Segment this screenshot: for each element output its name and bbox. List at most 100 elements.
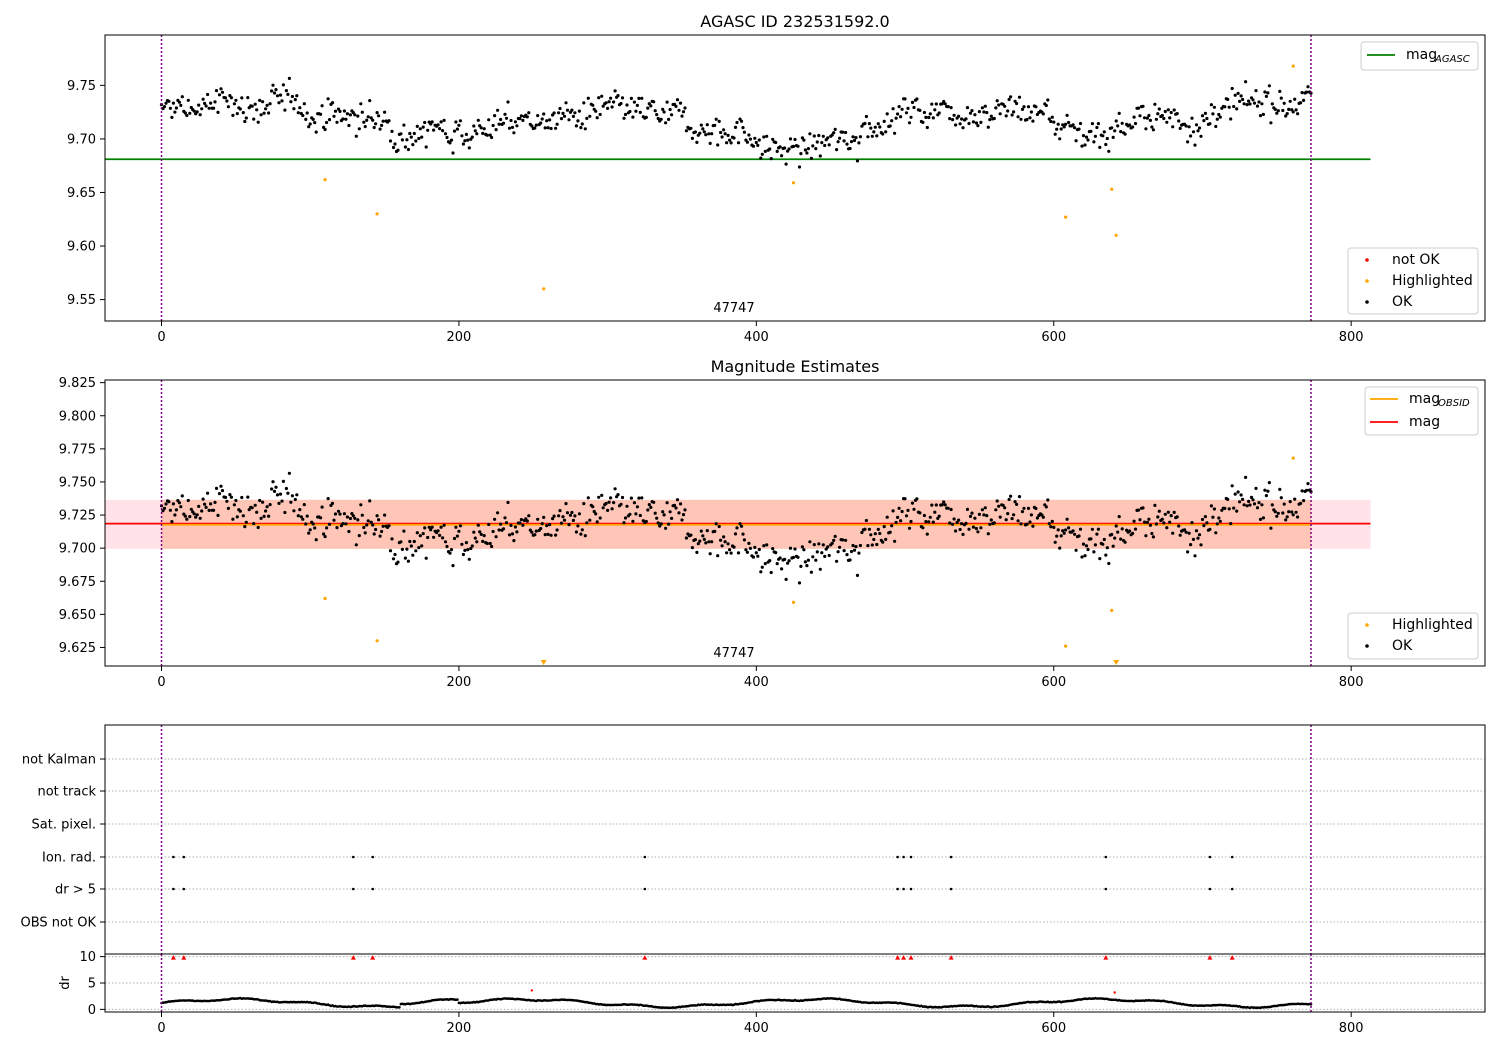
ok-point [289,500,293,504]
ok-point [610,507,614,511]
highlighted-point [1114,233,1118,237]
ok-point [893,539,897,543]
ok-point [533,126,537,130]
ok-point [733,532,738,536]
ok-point [332,518,336,522]
ok-point [951,118,955,122]
ok-point [348,516,352,521]
y-tick-label: 9.675 [59,575,96,590]
ok-point [866,135,870,139]
ok-point [594,512,598,516]
ok-point [1275,111,1279,115]
ok-point [1004,114,1008,118]
ok-point [1105,546,1109,550]
ok-point [1150,125,1154,129]
ok-point [335,526,339,530]
ok-point [598,112,602,117]
ok-point [1214,531,1218,535]
ok-point [261,100,265,104]
ok-point [1251,498,1255,502]
ok-point [472,530,476,534]
ok-point [1022,506,1026,510]
ok-point [665,501,669,505]
ok-point [201,97,205,101]
y-tick-label: 9.725 [59,509,96,524]
ok-point [164,502,168,506]
ok-point [381,119,385,123]
ok-point [1165,526,1169,530]
ok-point [729,551,733,555]
ok-point [1177,524,1181,528]
ok-point [869,533,873,537]
ok-point [507,533,512,537]
ok-point [595,520,599,524]
ok-point [240,495,244,500]
ok-point [698,539,702,543]
ok-point [1296,515,1300,519]
ok-point [946,506,950,510]
ok-point [860,530,864,535]
ok-point [168,508,172,512]
ok-point [888,124,892,128]
ok-point [445,135,449,140]
ok-point [708,552,712,556]
ok-point [192,109,196,113]
ok-point [1226,97,1230,101]
ok-point [866,544,870,548]
legend-marker-highlighted [1365,623,1369,627]
ok-point [325,526,329,530]
ok-point [1202,119,1206,123]
ok-point [580,122,584,126]
ok-point [1248,102,1252,106]
ok-point [467,557,471,561]
ok-point [662,110,666,114]
ok-point [485,133,489,137]
ok-point [287,471,291,475]
ok-point [855,159,860,163]
ok-point [1153,102,1157,106]
ok-point [852,548,857,552]
ok-point [1117,515,1121,519]
ok-point [1238,500,1242,504]
ok-point [748,546,753,551]
ok-point [994,106,998,110]
highlighted-point [375,639,379,643]
ok-point [1059,127,1063,131]
ok-point [612,100,616,104]
ok-point [348,113,352,117]
ok-point [968,514,973,519]
ok-point [540,522,544,526]
flag-label: OBS not OK [21,916,97,931]
ok-point [493,517,497,521]
ok-point [733,125,738,129]
ok-point [933,510,937,514]
ok-point [876,527,880,532]
ok-point [655,113,659,117]
ok-point [753,545,757,550]
ok-point [200,509,204,513]
ok-point [970,109,974,113]
ok-point [756,143,760,147]
legend-marker-not-ok [1365,258,1369,262]
ok-point [809,570,814,574]
ok-point [1029,110,1033,114]
ok-point [726,133,730,137]
ok-point [1150,531,1154,536]
ok-point [974,121,979,125]
ok-point [701,534,705,538]
ok-point [473,129,477,133]
ok-point [842,549,846,553]
ok-point [409,544,413,548]
ok-point [308,528,312,532]
ok-point [415,531,419,535]
ok-point [1058,137,1062,141]
ok-point [402,529,406,533]
legend-label-ok: OK [1392,294,1413,310]
ok-point [308,122,312,126]
ok-point [290,94,294,99]
ok-point [576,119,580,123]
ok-point [534,123,538,127]
ok-point [487,118,491,122]
ok-point [460,542,464,546]
ok-point [728,138,732,142]
